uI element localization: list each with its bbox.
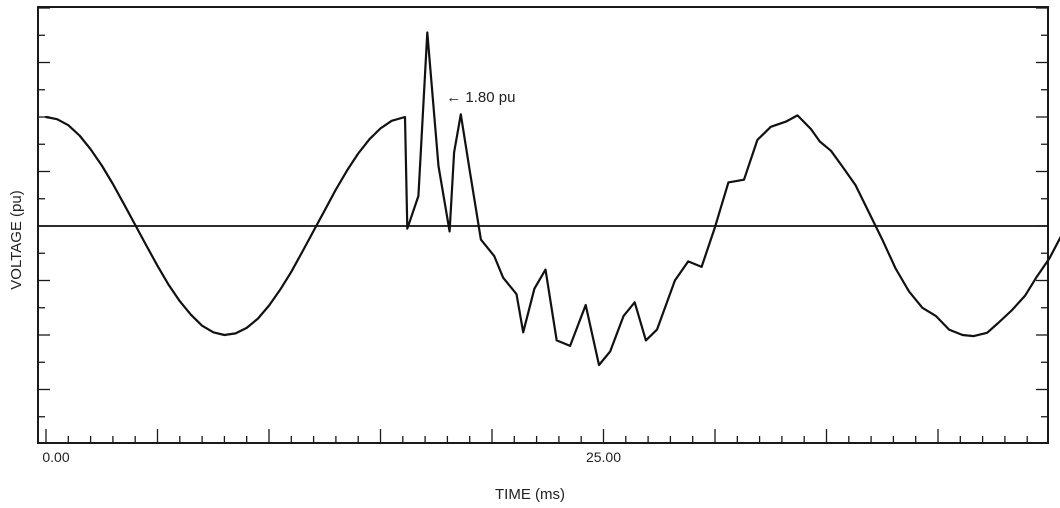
x-axis-label: TIME (ms): [495, 486, 565, 503]
axis-ticks: [38, 7, 1048, 443]
y-axis-label: VOLTAGE (pu): [8, 190, 25, 289]
peak-annotation: ← 1.80 pu: [446, 89, 515, 106]
voltage-series-line: [44, 31, 1060, 367]
x-tick-label: 0.00: [42, 449, 69, 465]
plot-frame: [37, 6, 1049, 444]
series-group: [44, 31, 1060, 367]
x-tick-label: 25.00: [586, 449, 621, 465]
